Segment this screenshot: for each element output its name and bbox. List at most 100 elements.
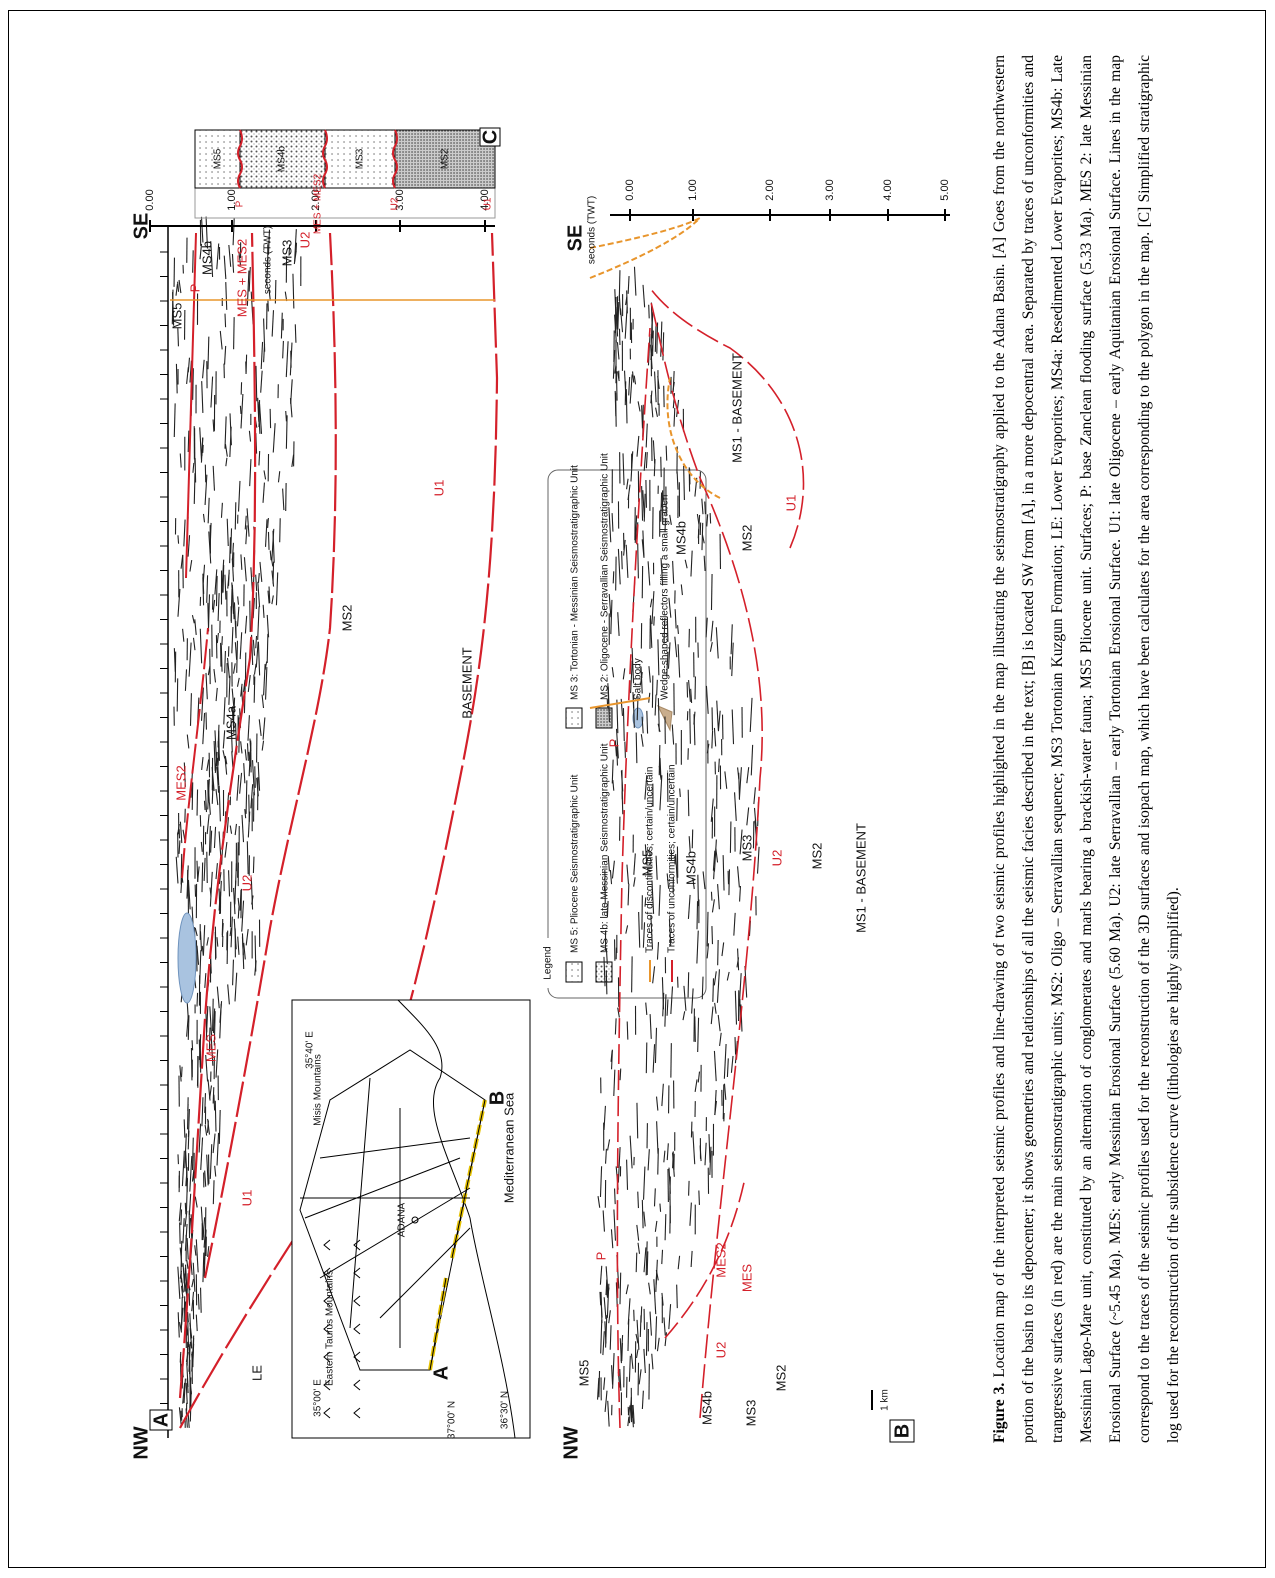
reflector xyxy=(711,621,713,642)
reflector xyxy=(191,1048,192,1080)
reflector xyxy=(205,973,206,988)
reflector xyxy=(716,627,718,658)
reflector xyxy=(598,1196,600,1208)
reflector xyxy=(677,1285,678,1309)
reflector xyxy=(258,573,259,583)
reflector xyxy=(695,1016,696,1042)
reflector xyxy=(267,634,268,663)
reflector xyxy=(751,745,752,775)
reflector xyxy=(246,780,247,813)
label: Misis Mountains xyxy=(313,1054,324,1126)
reflector xyxy=(184,1379,185,1403)
reflector xyxy=(614,1070,615,1096)
reflector xyxy=(654,459,655,476)
reflector xyxy=(179,280,181,293)
reflector xyxy=(645,897,646,906)
reflector xyxy=(656,1260,657,1285)
reflector xyxy=(608,1139,610,1150)
reflector xyxy=(623,453,624,485)
reflector xyxy=(711,574,712,610)
reflector xyxy=(644,1212,645,1227)
reflector xyxy=(238,898,239,906)
reflector xyxy=(259,719,261,736)
reflector xyxy=(652,1354,653,1370)
reflector xyxy=(232,688,234,707)
reflector xyxy=(634,267,635,296)
reflector xyxy=(704,556,705,571)
label: U2 xyxy=(239,875,254,892)
reflector xyxy=(678,1256,679,1269)
reflector xyxy=(723,855,724,890)
reflector xyxy=(188,535,189,556)
reflector xyxy=(636,1253,637,1273)
reflector xyxy=(202,757,203,770)
reflector xyxy=(189,1194,190,1215)
reflector xyxy=(234,317,235,349)
reflector xyxy=(224,256,226,279)
reflector xyxy=(184,1296,185,1322)
reflector xyxy=(665,1214,666,1240)
reflector xyxy=(225,416,226,448)
reflector xyxy=(249,431,250,442)
reflector xyxy=(262,741,263,751)
reflector xyxy=(187,1238,188,1259)
reflector xyxy=(196,940,197,971)
reflector xyxy=(644,1349,645,1373)
swatch xyxy=(566,962,582,982)
reflector xyxy=(648,561,650,585)
reflector xyxy=(630,374,632,403)
reflector xyxy=(622,791,623,814)
reflector xyxy=(714,728,715,746)
reflector xyxy=(213,1180,214,1204)
reflector xyxy=(656,408,658,417)
reflector xyxy=(657,942,658,960)
landscape-page: NWSEALEMESU2U1MES2MS4aMS2BASEMENTU1MS5PM… xyxy=(0,0,1275,1578)
reflector xyxy=(611,600,612,634)
reflector xyxy=(681,584,682,595)
reflector xyxy=(731,1056,733,1073)
reflector xyxy=(225,575,226,600)
reflector xyxy=(688,972,689,997)
label: MS 5: Pliocene Seismostratigraphic Unit xyxy=(570,774,581,953)
reflector xyxy=(204,801,205,810)
reflector xyxy=(739,767,741,799)
reflector xyxy=(655,1221,656,1232)
reflector xyxy=(637,1103,638,1139)
reflector xyxy=(626,389,627,423)
reflector xyxy=(211,831,212,853)
reflector xyxy=(628,1417,629,1426)
label: MS5 xyxy=(169,303,184,330)
reflector xyxy=(663,332,664,360)
reflector xyxy=(262,695,263,708)
reflector xyxy=(219,889,220,908)
reflector xyxy=(669,1304,671,1329)
reflector xyxy=(693,1131,695,1164)
reflector xyxy=(178,328,179,346)
reflector xyxy=(620,1273,621,1305)
reflector xyxy=(217,1133,219,1166)
reflector xyxy=(230,826,231,834)
reflector xyxy=(673,1151,674,1168)
reflector xyxy=(758,847,760,874)
reflector xyxy=(192,1279,194,1287)
reflector xyxy=(666,446,667,461)
reflector xyxy=(646,1322,647,1356)
reflector xyxy=(650,615,651,648)
reflector xyxy=(637,1225,639,1241)
reflector xyxy=(605,1391,607,1412)
reflector xyxy=(673,371,674,392)
label: 4.00 xyxy=(882,179,894,200)
reflector xyxy=(286,341,288,377)
reflector xyxy=(255,935,256,971)
reflector xyxy=(227,817,228,833)
reflector xyxy=(256,642,258,668)
label: MES xyxy=(203,1034,218,1063)
reflector xyxy=(208,337,209,370)
reflector xyxy=(627,865,629,884)
reflector xyxy=(190,693,191,726)
reflector xyxy=(612,861,614,879)
reflector xyxy=(692,988,694,1013)
reflector xyxy=(707,912,708,947)
label: SE xyxy=(564,225,586,252)
label: MS2 xyxy=(773,1365,788,1392)
